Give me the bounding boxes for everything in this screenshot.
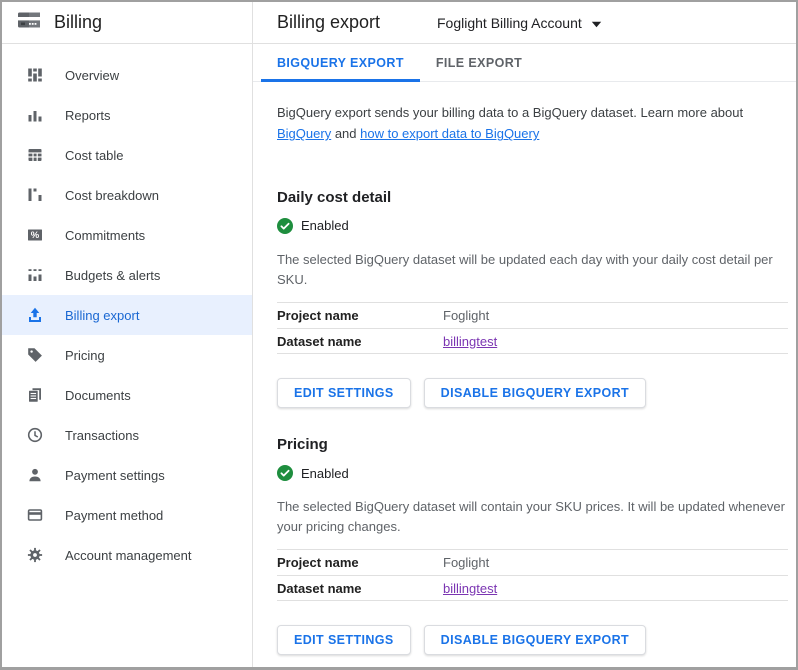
- sidebar-item-label: Billing export: [65, 307, 140, 323]
- check-circle-icon: [277, 217, 293, 234]
- table-row: Dataset name billingtest: [277, 328, 788, 355]
- section-description: The selected BigQuery dataset will be up…: [277, 251, 773, 288]
- sidebar-item-label: Payment settings: [65, 467, 165, 483]
- dataset-name-label: Dataset name: [277, 580, 362, 596]
- sidebar-item-label: Overview: [65, 67, 120, 83]
- gear-icon: [26, 546, 44, 564]
- upload-icon: [26, 306, 44, 324]
- sidebar-item-label: Transactions: [65, 427, 139, 443]
- clock-icon: [26, 426, 44, 444]
- overview-icon: [26, 66, 44, 84]
- reports-icon: [26, 106, 44, 124]
- sidebar-item-reports[interactable]: Reports: [2, 95, 252, 135]
- sidebar-nav: Overview Reports: [2, 44, 252, 575]
- intro-text-before: BigQuery export sends your billing data …: [277, 105, 744, 120]
- content-area: BigQuery export sends your billing data …: [253, 82, 796, 667]
- edit-settings-button[interactable]: EDIT SETTINGS: [277, 625, 411, 656]
- budgets-alerts-icon: [26, 266, 44, 284]
- sidebar-item-documents[interactable]: Documents: [2, 375, 252, 415]
- edit-settings-button[interactable]: EDIT SETTINGS: [277, 378, 411, 409]
- tab-bar: BIGQUERY EXPORT FILE EXPORT: [253, 44, 796, 82]
- sidebar-item-transactions[interactable]: Transactions: [2, 415, 252, 455]
- project-name-value: Foglight: [443, 555, 490, 571]
- tab-bigquery-export[interactable]: BIGQUERY EXPORT: [261, 44, 420, 82]
- sidebar-item-pricing[interactable]: Pricing: [2, 335, 252, 375]
- dataset-name-link[interactable]: billingtest: [443, 580, 498, 596]
- export-settings-table: Project name Foglight Dataset name billi…: [277, 302, 788, 355]
- billing-account-selector[interactable]: Foglight Billing Account: [437, 15, 602, 31]
- table-row: Project name Foglight: [277, 549, 788, 575]
- daily-cost-detail-section: Daily cost detail Enabled The selected B…: [277, 188, 788, 409]
- sidebar-item-payment-settings[interactable]: Payment settings: [2, 455, 252, 495]
- sidebar: Billing Overview R: [2, 2, 253, 667]
- dropdown-arrow-icon: [591, 15, 602, 31]
- sidebar-item-payment-method[interactable]: Payment method: [2, 495, 252, 535]
- status-badge: Enabled: [301, 218, 349, 234]
- intro-connector: and: [331, 126, 361, 142]
- status-row: Enabled: [277, 465, 788, 482]
- sidebar-header: Billing: [2, 2, 252, 44]
- svg-text:%: %: [31, 230, 40, 241]
- cost-table-icon: [26, 146, 44, 164]
- section-title: Pricing: [277, 436, 328, 454]
- button-row: EDIT SETTINGS DISABLE BIGQUERY EXPORT: [277, 378, 788, 409]
- status-row: Enabled: [277, 217, 788, 234]
- sidebar-item-label: Budgets & alerts: [65, 267, 161, 283]
- export-settings-table: Project name Foglight Dataset name billi…: [277, 549, 788, 602]
- person-icon: [26, 466, 44, 484]
- bigquery-link[interactable]: BigQuery: [277, 126, 332, 142]
- sidebar-item-label: Cost breakdown: [65, 187, 159, 203]
- sidebar-item-account-management[interactable]: Account management: [2, 535, 252, 575]
- intro-text: BigQuery export sends your billing data …: [277, 102, 777, 145]
- credit-card-icon: [26, 506, 44, 524]
- main-panel: Billing export Foglight Billing Account …: [253, 2, 796, 667]
- sidebar-item-billing-export[interactable]: Billing export: [2, 295, 252, 335]
- project-name-value: Foglight: [443, 308, 490, 324]
- status-badge: Enabled: [301, 465, 349, 481]
- sidebar-item-budgets-alerts[interactable]: Budgets & alerts: [2, 255, 252, 295]
- tab-file-export[interactable]: FILE EXPORT: [435, 55, 523, 70]
- price-tag-icon: [26, 346, 44, 364]
- how-to-export-link[interactable]: how to export data to BigQuery: [360, 126, 540, 142]
- disable-bigquery-export-button[interactable]: DISABLE BIGQUERY EXPORT: [423, 625, 647, 656]
- billing-account-name: Foglight Billing Account: [437, 14, 582, 31]
- sidebar-item-cost-breakdown[interactable]: Cost breakdown: [2, 175, 252, 215]
- cost-breakdown-icon: [26, 186, 44, 204]
- sidebar-item-commitments[interactable]: % Commitments: [2, 215, 252, 255]
- section-description: The selected BigQuery dataset will conta…: [277, 499, 785, 535]
- sidebar-item-overview[interactable]: Overview: [2, 55, 252, 95]
- sidebar-item-label: Cost table: [65, 147, 124, 163]
- section-title: Daily cost detail: [277, 188, 392, 206]
- project-name-label: Project name: [277, 308, 359, 324]
- sidebar-item-label: Documents: [65, 387, 131, 403]
- main-header: Billing export Foglight Billing Account: [253, 2, 796, 44]
- button-row: EDIT SETTINGS DISABLE BIGQUERY EXPORT: [277, 625, 788, 656]
- pricing-section: Pricing Enabled The selected BigQuery da…: [277, 436, 788, 656]
- sidebar-title: Billing: [54, 12, 103, 32]
- page-title: Billing export: [277, 12, 381, 32]
- sidebar-item-label: Commitments: [65, 227, 146, 243]
- sidebar-item-label: Account management: [65, 547, 192, 563]
- billing-card-icon: [17, 11, 41, 34]
- sidebar-item-cost-table[interactable]: Cost table: [2, 135, 252, 175]
- dataset-name-label: Dataset name: [277, 333, 362, 349]
- commitments-icon: %: [26, 226, 44, 244]
- sidebar-item-label: Reports: [65, 107, 111, 123]
- dataset-name-link[interactable]: billingtest: [443, 333, 498, 349]
- project-name-label: Project name: [277, 555, 359, 571]
- table-row: Dataset name billingtest: [277, 575, 788, 602]
- documents-icon: [26, 386, 44, 404]
- disable-bigquery-export-button[interactable]: DISABLE BIGQUERY EXPORT: [423, 378, 647, 409]
- check-circle-icon: [277, 465, 293, 482]
- table-row: Project name Foglight: [277, 302, 788, 328]
- sidebar-item-label: Payment method: [65, 507, 164, 523]
- sidebar-item-label: Pricing: [65, 347, 105, 363]
